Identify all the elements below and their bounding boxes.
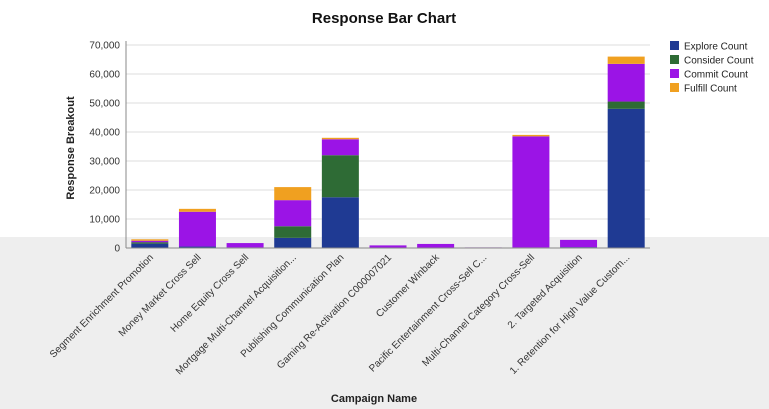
- bar-segment-explore-count[interactable]: [178, 246, 216, 248]
- bar-segment-consider-count[interactable]: [131, 242, 169, 244]
- bars: [131, 56, 645, 249]
- x-tick-label: Publishing Communication Plan: [239, 252, 347, 360]
- bar-segment-fulfill-count[interactable]: [274, 187, 312, 201]
- bar-segment-commit-count[interactable]: [226, 243, 264, 248]
- y-tick-label: 50,000: [89, 99, 120, 110]
- legend-label: Consider Count: [684, 56, 754, 67]
- bar-segment-commit-count[interactable]: [131, 240, 169, 243]
- y-tick-label: 30,000: [89, 157, 120, 168]
- legend: Explore Count Consider Count Commit Count F…: [670, 41, 754, 95]
- legend-swatch: [670, 55, 679, 64]
- legend-swatch: [670, 83, 679, 92]
- bar-segment-commit-count[interactable]: [512, 136, 550, 248]
- x-tick-label: Money Market Cross Sell: [117, 252, 204, 339]
- x-tick-label: Home Equity Cross Sell: [169, 252, 251, 334]
- bar-segment-commit-count[interactable]: [274, 200, 312, 227]
- bar-segment-commit-count[interactable]: [607, 63, 645, 102]
- y-tick-labels: 0 10,000 20,000 30,000 40,000 50,000 60,000 70,…: [89, 41, 120, 255]
- grid-lines: [126, 44, 650, 220]
- bar-segment-commit-count[interactable]: [417, 243, 455, 248]
- lower-background-band: [0, 237, 769, 409]
- y-tick-label: 40,000: [89, 128, 120, 139]
- bar-segment-explore-count[interactable]: [321, 197, 359, 248]
- bar-segment-commit-count[interactable]: [178, 211, 216, 247]
- bar-segment-consider-count[interactable]: [607, 101, 645, 109]
- legend-swatch: [670, 41, 679, 50]
- legend-swatch: [670, 69, 679, 78]
- x-axis-title: Campaign Name: [331, 393, 417, 405]
- y-tick-label: 20,000: [89, 186, 120, 197]
- bar-segment-fulfill-count[interactable]: [321, 137, 359, 140]
- x-tick-label: Segment Enrichment Promotion: [48, 252, 156, 360]
- bar-segment-fulfill-count[interactable]: [131, 239, 169, 241]
- bar-segment-commit-count[interactable]: [369, 245, 407, 248]
- y-tick-label: 10,000: [89, 215, 120, 226]
- bar-segment-fulfill-count[interactable]: [512, 134, 550, 137]
- bar-segment-fulfill-count[interactable]: [607, 56, 645, 64]
- bar-segment-consider-count[interactable]: [274, 226, 312, 238]
- bar-segment-consider-count[interactable]: [321, 155, 359, 198]
- bar-segment-explore-count[interactable]: [274, 237, 312, 248]
- legend-label: Commit Count: [684, 70, 748, 81]
- bar-segment-commit-count[interactable]: [560, 239, 598, 248]
- chart-title: Response Bar Chart: [312, 10, 456, 27]
- bar-segment-fulfill-count[interactable]: [178, 208, 216, 212]
- legend-label: Explore Count: [684, 42, 748, 53]
- y-tick-label: 0: [114, 244, 120, 255]
- bar-segment-explore-count[interactable]: [131, 243, 169, 248]
- y-tick-label: 70,000: [89, 41, 120, 52]
- bar-segment-commit-count[interactable]: [321, 139, 359, 156]
- bar-segment-explore-count[interactable]: [607, 108, 645, 248]
- axes: [125, 41, 650, 249]
- y-tick-label: 60,000: [89, 70, 120, 81]
- y-axis-title: Response Breakout: [65, 96, 77, 200]
- legend-label: Fulfill Count: [684, 84, 737, 95]
